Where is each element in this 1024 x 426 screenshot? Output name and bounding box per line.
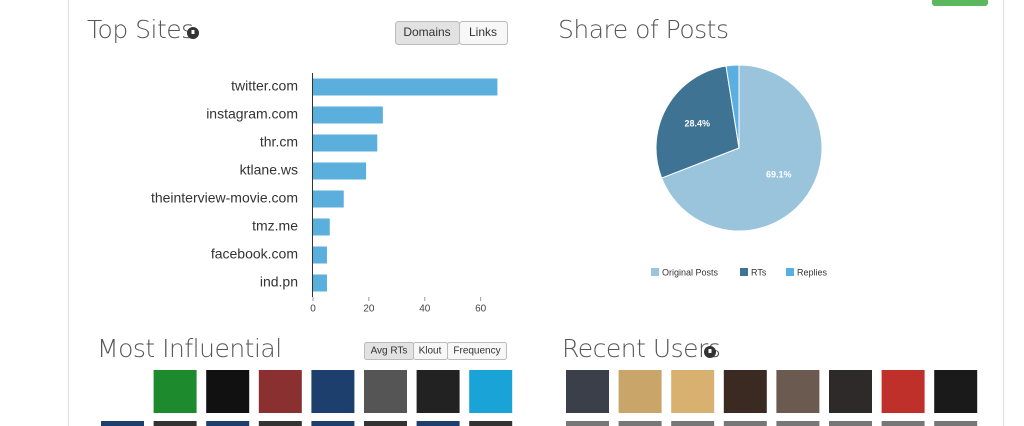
bar [313,274,327,292]
influencer-avatar[interactable] [416,421,460,426]
legend-label: Replies [797,267,828,277]
category-label: instagram.com [206,106,298,122]
legend-label: Original Posts [662,267,719,277]
user-avatar[interactable] [618,421,662,426]
pie-slice [660,64,823,232]
category-label: thr.cm [260,134,298,150]
data-label: 69.1% [766,170,792,180]
section-title: Most Influential [97,334,282,363]
user-avatar[interactable] [776,421,820,426]
legend-swatch [786,268,794,276]
category-label: ind.pn [260,274,298,290]
data-label: 28.4% [684,118,710,128]
influencer-avatar[interactable] [153,370,197,413]
button-label: Frequency [453,346,500,357]
pie-slice [725,64,740,149]
x-tick-label: 40 [419,304,431,315]
help-glyph [708,349,712,353]
influencer-avatar[interactable] [311,370,355,413]
legend-swatch [740,268,748,276]
toggle-button[interactable] [459,21,508,45]
influencer-avatar[interactable] [206,370,250,413]
influencer-avatar[interactable] [101,421,144,426]
bar [313,134,378,152]
section-title: Recent Users [562,334,720,363]
influencer-avatar[interactable] [311,421,355,426]
x-tick-label: 60 [475,304,487,315]
user-avatar[interactable] [829,421,872,426]
category-label: tmz.me [252,218,298,234]
influencer-avatar[interactable] [153,421,197,426]
user-avatar[interactable] [776,370,820,413]
button-label: Domains [403,25,450,39]
bar [313,218,330,236]
user-avatar[interactable] [723,370,767,413]
user-avatar[interactable] [566,421,609,426]
x-tick-label: 0 [310,304,316,315]
bar [313,106,383,124]
help-glyph [191,30,195,34]
pie-slice [655,65,740,179]
section-title: Top Sites [87,15,194,44]
user-avatar[interactable] [723,421,767,426]
button-label: Avg RTs [371,346,408,357]
influencer-avatar[interactable] [469,370,513,413]
user-avatar[interactable] [618,370,662,413]
user-avatar[interactable] [881,370,925,413]
category-label: ktlane.ws [240,162,298,178]
toggle-button[interactable] [447,342,507,360]
button-label: Klout [419,346,442,357]
user-avatar[interactable] [881,421,925,426]
bar [313,190,344,208]
x-tick-label: 20 [363,304,375,315]
section-title: Share of Posts [558,15,728,44]
influencer-avatar[interactable] [258,370,302,413]
user-avatar[interactable] [671,370,715,413]
user-avatar[interactable] [566,370,609,413]
influencer-avatar[interactable] [364,421,407,426]
user-avatar[interactable] [829,370,872,413]
category-label: theinterview-movie.com [151,190,298,206]
influencer-avatar[interactable] [416,370,460,413]
legend-label: RTs [751,267,767,277]
influencer-avatar[interactable] [206,421,250,426]
bar [313,162,367,180]
button-label: Links [469,25,497,39]
legend-swatch [651,268,659,276]
bar [313,246,327,264]
user-avatar[interactable] [934,370,978,413]
influencer-avatar[interactable] [258,421,302,426]
category-label: facebook.com [211,246,298,262]
influencer-avatar[interactable] [101,370,144,413]
influencer-avatar[interactable] [469,421,513,426]
user-avatar[interactable] [671,421,715,426]
influencer-avatar[interactable] [364,370,407,413]
bar [313,78,498,96]
action-button[interactable] [932,0,988,6]
category-label: twitter.com [231,78,298,94]
user-avatar[interactable] [934,421,978,426]
